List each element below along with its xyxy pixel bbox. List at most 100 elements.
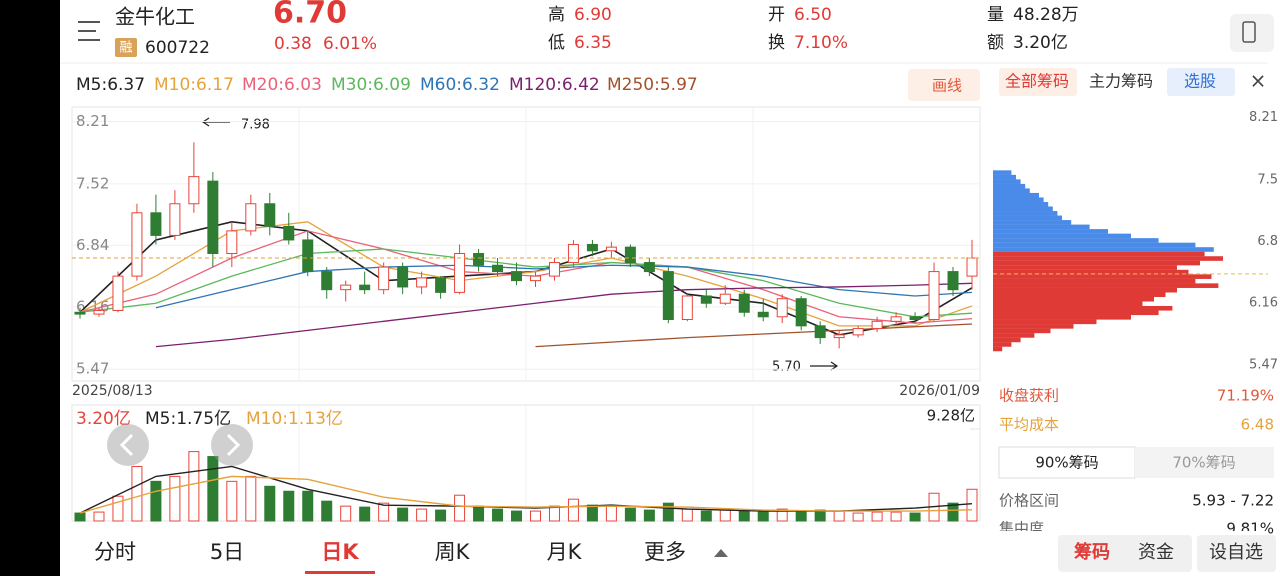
panel-button[interactable]: 筹码 xyxy=(1074,541,1110,563)
chip-bar xyxy=(993,242,1196,248)
kline-grid xyxy=(298,107,754,521)
period-tab[interactable]: 月K xyxy=(547,540,583,564)
chip-bar xyxy=(993,238,1159,243)
chip-bar xyxy=(993,192,1039,198)
chip-tab[interactable]: 全部筹码 xyxy=(1005,72,1069,91)
volume-bar xyxy=(624,507,636,522)
chip-bar xyxy=(993,170,1012,175)
candle-body xyxy=(966,257,978,277)
volume-bar xyxy=(567,498,579,522)
candle-body xyxy=(473,252,485,266)
quote-label: 开 xyxy=(768,5,785,25)
candle-body xyxy=(226,230,238,254)
chip-tab[interactable]: 主力筹码 xyxy=(1089,72,1153,91)
candle-body xyxy=(890,316,902,322)
period-tab[interactable]: 5日 xyxy=(210,540,244,564)
quote-label: 换 xyxy=(768,33,785,53)
chip-tab[interactable]: 选股 xyxy=(1184,72,1216,91)
tag-bg xyxy=(115,38,137,57)
menu-icon[interactable] xyxy=(78,21,100,41)
range-tab[interactable] xyxy=(1135,447,1274,478)
volume-bar xyxy=(605,505,617,522)
range-tab-active[interactable] xyxy=(998,446,1136,479)
phone-button[interactable] xyxy=(1230,14,1274,52)
tag: 融 xyxy=(119,41,132,56)
ma-line xyxy=(535,323,973,348)
stat-value: 6.48 xyxy=(1241,416,1274,434)
volume-bar xyxy=(150,480,162,522)
chip-y-label: 7.5 xyxy=(1257,172,1278,187)
volume-bar xyxy=(795,510,807,522)
period-tab[interactable]: 日K xyxy=(321,540,359,564)
next-icon xyxy=(226,433,241,457)
ma-legend: M20:6.03 xyxy=(242,75,322,95)
volume-bar xyxy=(738,510,750,522)
candle-body xyxy=(359,284,371,291)
draw-button[interactable] xyxy=(908,69,980,101)
volume-bar xyxy=(890,511,902,522)
volume-max-label: 9.28亿 xyxy=(927,407,975,425)
chip-y-label: 8.21 xyxy=(1249,110,1278,125)
ma-legend: M250:5.97 xyxy=(607,75,698,95)
max-arrow xyxy=(201,117,230,127)
add-watch-button[interactable] xyxy=(1197,535,1276,572)
candle-body xyxy=(833,334,845,339)
candle-body xyxy=(112,275,124,311)
ma-legend: M60:6.32 xyxy=(420,75,500,95)
candle-body xyxy=(492,264,504,273)
quote-label: 低 xyxy=(548,33,565,53)
panel-button[interactable]: 设自选 xyxy=(1209,542,1263,563)
ma-legend: M10:6.17 xyxy=(154,75,234,95)
period-tab[interactable]: 更多 xyxy=(644,540,686,564)
candle-body xyxy=(416,277,428,288)
chip-bar xyxy=(993,278,1196,284)
chip-bar xyxy=(993,215,1062,221)
chip-y-label: 6.16 xyxy=(1249,295,1278,310)
volume-bar xyxy=(586,504,598,522)
candle-body xyxy=(169,203,181,236)
volume-bar xyxy=(814,509,826,522)
volume-bar xyxy=(93,511,105,522)
candle-body xyxy=(131,212,143,277)
volume-bar xyxy=(397,507,409,522)
ma-line xyxy=(155,264,973,309)
chip-bar xyxy=(993,256,1223,261)
quote-label: 高 xyxy=(548,5,565,25)
volume-bar xyxy=(112,495,124,522)
y-tick-label: 8.21 xyxy=(76,112,109,130)
candle-body xyxy=(435,277,447,293)
volume-bar xyxy=(833,510,845,522)
candle-body xyxy=(245,203,257,232)
next-button[interactable] xyxy=(211,424,253,466)
quote-label: 额 xyxy=(987,33,1004,53)
volume-bar xyxy=(302,490,314,522)
draw-button-label: 画线 xyxy=(932,77,962,95)
end-date: 2026/01/09 xyxy=(899,383,980,399)
chip-fund-toggle[interactable] xyxy=(1058,535,1192,572)
volume-bar xyxy=(776,508,788,522)
quote-value: 6.50 xyxy=(794,5,832,25)
change: 0.38 xyxy=(274,34,312,54)
chip-bar xyxy=(993,319,1097,325)
candle-body xyxy=(454,252,466,293)
chip-bar xyxy=(993,328,1051,334)
period-tab[interactable]: 分时 xyxy=(94,540,136,564)
chip-tab-bg xyxy=(999,68,1077,96)
volume-bar xyxy=(169,475,181,522)
candle-body xyxy=(302,239,314,273)
volume-bar xyxy=(852,512,864,522)
period-tab[interactable]: 周K xyxy=(435,540,471,564)
chip-bar xyxy=(993,274,1212,279)
candle-body xyxy=(188,176,200,205)
volume-bar xyxy=(662,502,674,522)
chip-bar xyxy=(993,229,1108,234)
prev-button[interactable] xyxy=(107,424,149,466)
candle-body xyxy=(511,271,523,282)
chip-bar xyxy=(993,179,1021,184)
candle-body xyxy=(700,295,712,304)
chip-y-label: 6.8 xyxy=(1257,234,1278,249)
detail-label: 价格区间 xyxy=(999,492,1059,510)
close-button[interactable]: × xyxy=(1250,69,1267,93)
stat-label: 平均成本 xyxy=(999,416,1059,434)
panel-button[interactable]: 资金 xyxy=(1138,542,1174,563)
